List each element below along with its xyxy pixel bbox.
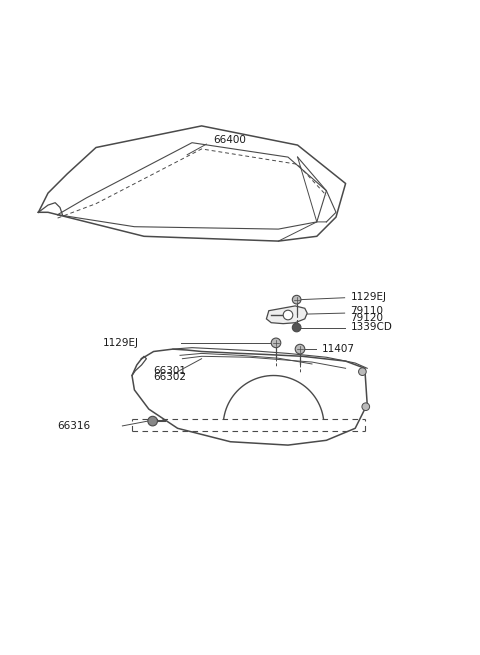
Circle shape <box>362 403 370 411</box>
Circle shape <box>271 338 281 348</box>
Circle shape <box>292 295 301 304</box>
Text: 79110: 79110 <box>350 306 384 316</box>
Text: 66400: 66400 <box>214 136 246 145</box>
Circle shape <box>148 417 157 426</box>
Text: 66301: 66301 <box>154 365 187 376</box>
Text: 1339CD: 1339CD <box>350 322 392 333</box>
Circle shape <box>283 310 293 320</box>
Circle shape <box>292 323 301 332</box>
Circle shape <box>295 345 305 354</box>
Text: 66302: 66302 <box>154 373 187 383</box>
Text: 11407: 11407 <box>322 344 355 354</box>
Polygon shape <box>266 306 307 324</box>
Text: 1129EJ: 1129EJ <box>350 291 386 302</box>
Text: 79120: 79120 <box>350 313 384 324</box>
Text: 1129EJ: 1129EJ <box>103 338 139 348</box>
Text: 66316: 66316 <box>57 421 90 431</box>
Circle shape <box>359 368 366 375</box>
